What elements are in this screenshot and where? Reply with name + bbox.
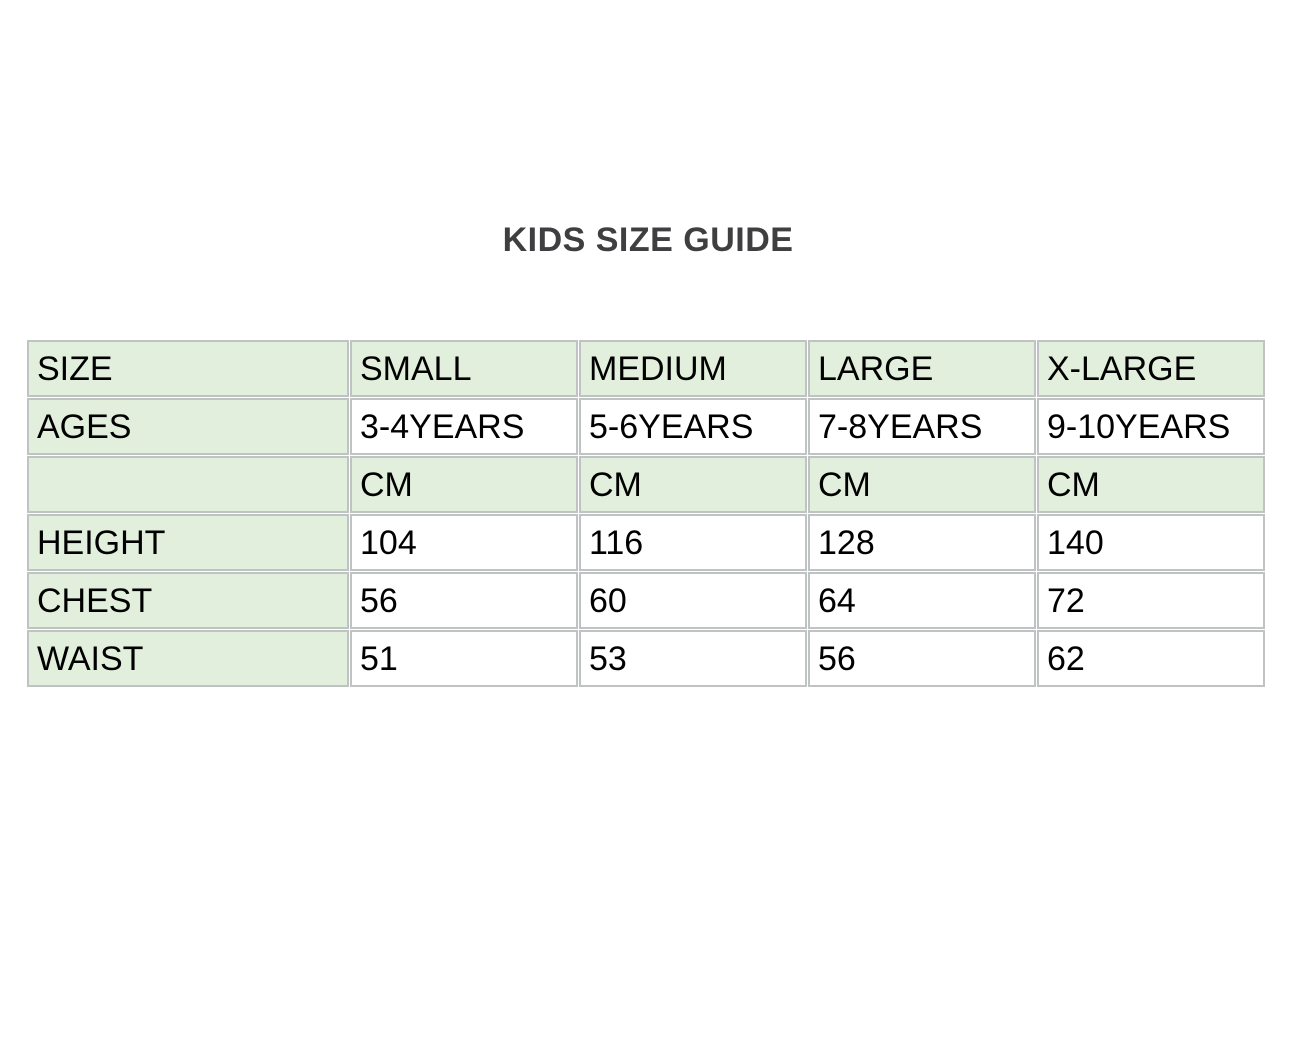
cell-ages-medium: 5-6YEARS xyxy=(579,398,807,455)
corner-label-size: SIZE xyxy=(27,340,349,397)
cell-unit-x-large: CM xyxy=(1037,456,1265,513)
cell-waist-medium: 53 xyxy=(579,630,807,687)
cell-unit-medium: CM xyxy=(579,456,807,513)
table-row-size-headers: SIZE SMALL MEDIUM LARGE X-LARGE xyxy=(27,340,1265,397)
cell-chest-large: 64 xyxy=(808,572,1036,629)
col-header-medium: MEDIUM xyxy=(579,340,807,397)
cell-waist-large: 56 xyxy=(808,630,1036,687)
row-label-waist: WAIST xyxy=(27,630,349,687)
cell-waist-small: 51 xyxy=(350,630,578,687)
col-header-small: SMALL xyxy=(350,340,578,397)
cell-chest-medium: 60 xyxy=(579,572,807,629)
table-row-height: HEIGHT 104 116 128 140 xyxy=(27,514,1265,571)
table-row-units: CM CM CM CM xyxy=(27,456,1265,513)
row-label-ages: AGES xyxy=(27,398,349,455)
row-label-height: HEIGHT xyxy=(27,514,349,571)
cell-height-medium: 116 xyxy=(579,514,807,571)
kids-size-table: SIZE SMALL MEDIUM LARGE X-LARGE AGES 3-4… xyxy=(26,339,1266,688)
cell-chest-small: 56 xyxy=(350,572,578,629)
page-title: KIDS SIZE GUIDE xyxy=(502,221,794,259)
table-row-waist: WAIST 51 53 56 62 xyxy=(27,630,1265,687)
cell-ages-x-large: 9-10YEARS xyxy=(1037,398,1265,455)
table-row-chest: CHEST 56 60 64 72 xyxy=(27,572,1265,629)
table-row-ages: AGES 3-4YEARS 5-6YEARS 7-8YEARS 9-10YEAR… xyxy=(27,398,1265,455)
cell-chest-x-large: 72 xyxy=(1037,572,1265,629)
cell-units-blank xyxy=(27,456,349,513)
col-header-large: LARGE xyxy=(808,340,1036,397)
cell-height-large: 128 xyxy=(808,514,1036,571)
cell-ages-small: 3-4YEARS xyxy=(350,398,578,455)
row-label-chest: CHEST xyxy=(27,572,349,629)
cell-height-x-large: 140 xyxy=(1037,514,1265,571)
cell-ages-large: 7-8YEARS xyxy=(808,398,1036,455)
cell-height-small: 104 xyxy=(350,514,578,571)
cell-waist-x-large: 62 xyxy=(1037,630,1265,687)
cell-unit-small: CM xyxy=(350,456,578,513)
cell-unit-large: CM xyxy=(808,456,1036,513)
col-header-x-large: X-LARGE xyxy=(1037,340,1265,397)
